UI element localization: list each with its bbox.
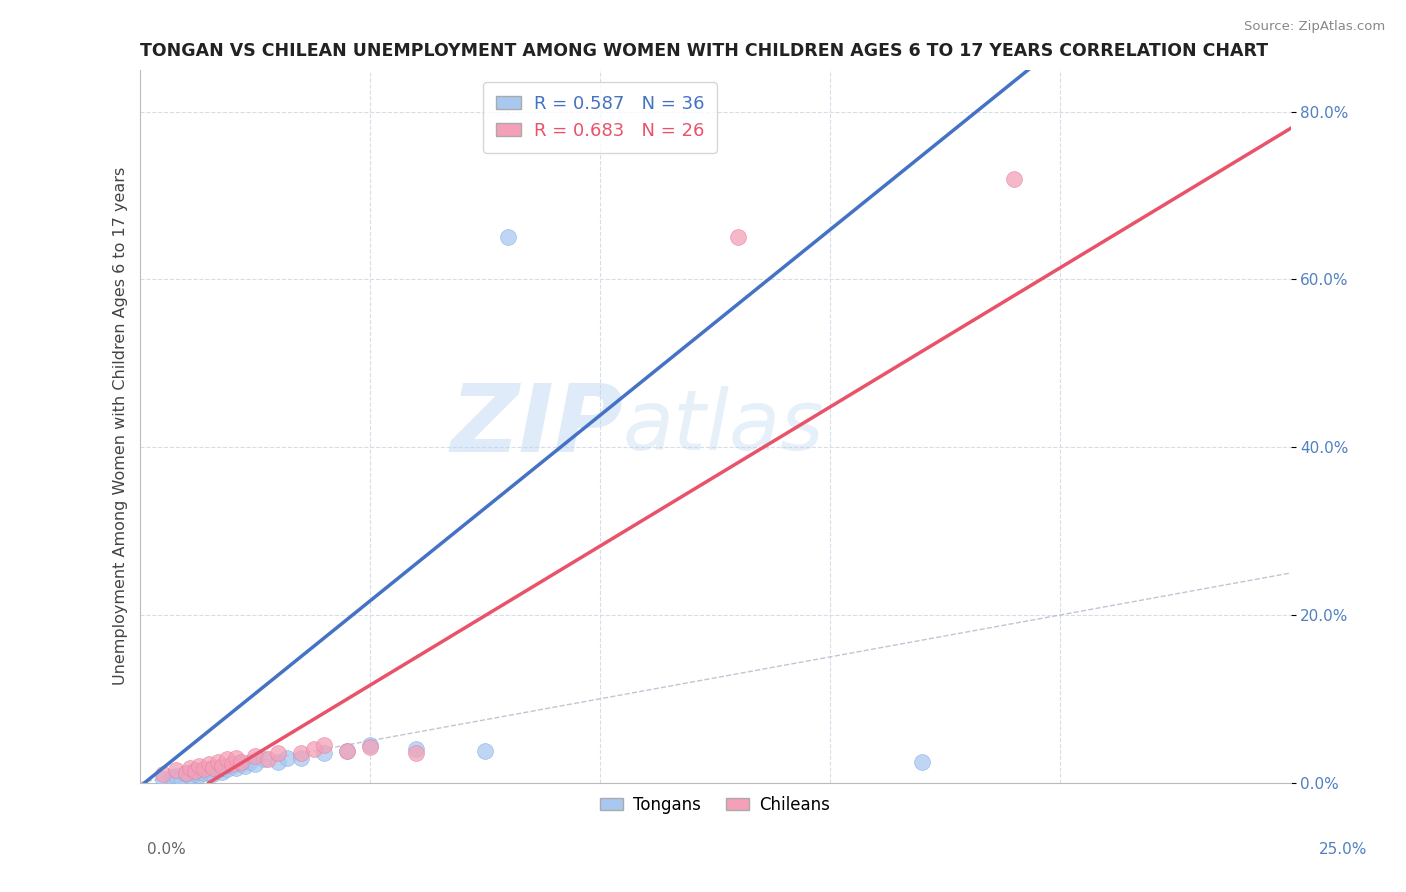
Point: [188, 768, 211, 782]
Point: [174, 765, 197, 780]
Point: [215, 762, 238, 776]
Point: [474, 744, 496, 758]
Point: [496, 230, 519, 244]
Point: [165, 763, 187, 777]
Point: [211, 764, 233, 779]
Point: [170, 771, 193, 785]
Point: [290, 747, 312, 761]
Point: [165, 769, 187, 783]
Point: [239, 755, 262, 769]
Point: [911, 755, 934, 769]
Point: [225, 750, 247, 764]
Point: [215, 752, 238, 766]
Point: [202, 761, 225, 775]
Point: [727, 230, 749, 244]
Point: [197, 765, 219, 780]
Point: [179, 769, 201, 783]
Point: [276, 750, 298, 764]
Y-axis label: Unemployment Among Women with Children Ages 6 to 17 years: Unemployment Among Women with Children A…: [114, 167, 128, 685]
Point: [207, 755, 229, 769]
Point: [290, 750, 312, 764]
Point: [405, 747, 427, 761]
Point: [184, 764, 207, 778]
Point: [221, 759, 243, 773]
Point: [266, 755, 288, 769]
Text: Source: ZipAtlas.com: Source: ZipAtlas.com: [1244, 20, 1385, 33]
Point: [221, 757, 243, 772]
Point: [235, 759, 257, 773]
Point: [202, 767, 225, 781]
Point: [304, 742, 326, 756]
Point: [336, 744, 359, 758]
Point: [253, 752, 276, 766]
Point: [179, 761, 201, 775]
Text: ZIP: ZIP: [450, 380, 623, 472]
Text: TONGAN VS CHILEAN UNEMPLOYMENT AMONG WOMEN WITH CHILDREN AGES 6 TO 17 YEARS CORR: TONGAN VS CHILEAN UNEMPLOYMENT AMONG WOM…: [139, 42, 1268, 60]
Point: [160, 770, 183, 784]
Text: atlas: atlas: [623, 385, 824, 467]
Point: [174, 767, 197, 781]
Point: [152, 772, 174, 786]
Point: [207, 763, 229, 777]
Point: [184, 763, 207, 777]
Point: [243, 757, 266, 772]
Point: [193, 766, 215, 780]
Point: [312, 738, 335, 752]
Point: [336, 744, 359, 758]
Point: [193, 762, 215, 776]
Point: [229, 757, 252, 772]
Point: [359, 740, 381, 755]
Point: [197, 762, 219, 776]
Point: [197, 757, 219, 772]
Point: [188, 759, 211, 773]
Point: [174, 765, 197, 780]
Point: [229, 755, 252, 769]
Point: [266, 747, 288, 761]
Point: [312, 747, 335, 761]
Point: [188, 764, 211, 779]
Legend: Tongans, Chileans: Tongans, Chileans: [593, 789, 837, 821]
Point: [405, 742, 427, 756]
Point: [243, 748, 266, 763]
Point: [359, 738, 381, 752]
Point: [211, 759, 233, 773]
Point: [1002, 171, 1025, 186]
Point: [225, 761, 247, 775]
Point: [152, 767, 174, 781]
Text: 25.0%: 25.0%: [1319, 842, 1367, 856]
Point: [211, 761, 233, 775]
Point: [257, 752, 280, 766]
Point: [184, 767, 207, 781]
Text: 0.0%: 0.0%: [146, 842, 186, 856]
